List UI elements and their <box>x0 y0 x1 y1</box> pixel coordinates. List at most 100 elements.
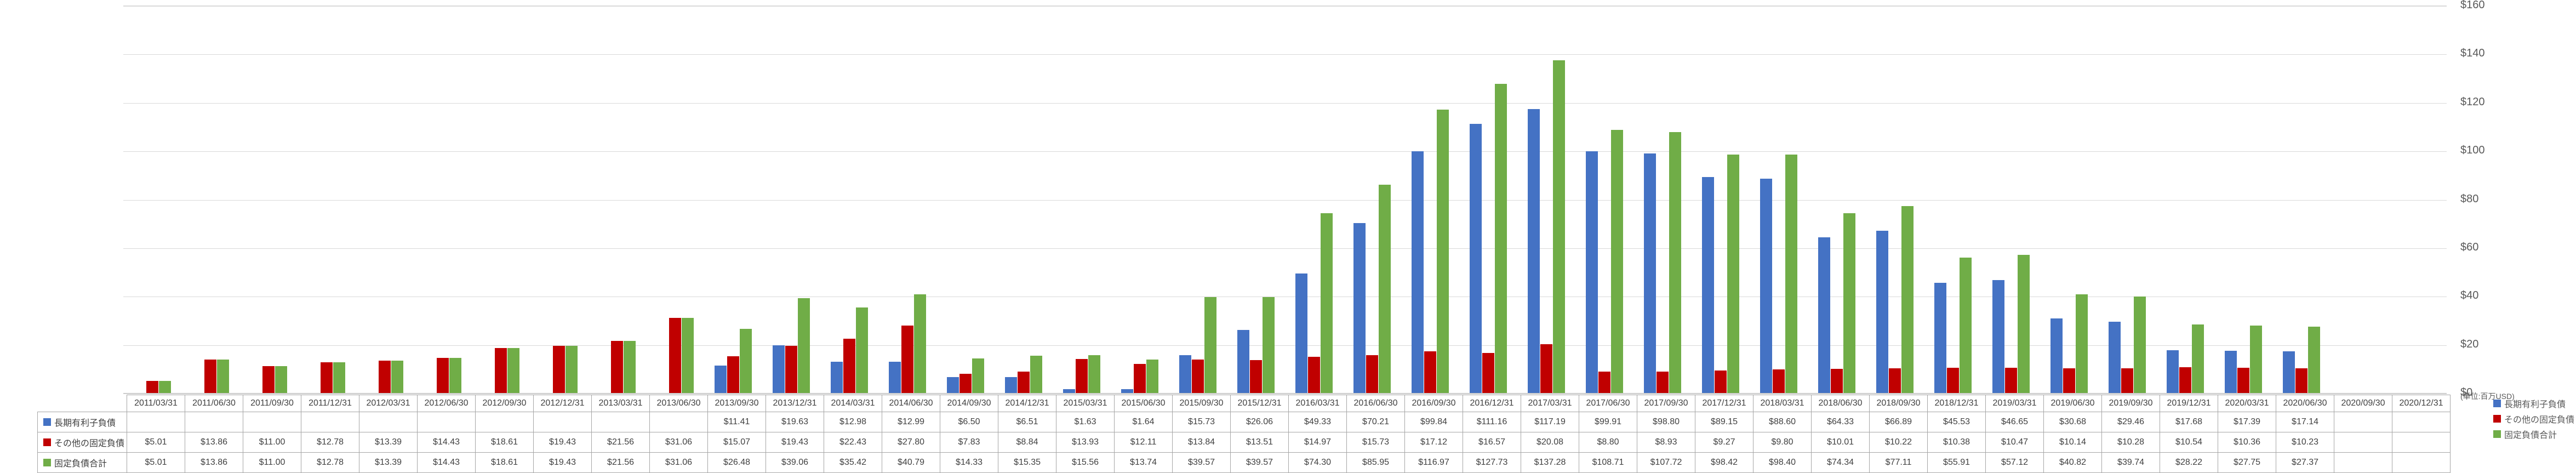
data-cell: $111.16 <box>1463 412 1521 432</box>
table-row: 長期有利子負債$11.41$19.63$12.98$12.99$6.50$6.5… <box>38 412 2451 432</box>
data-cell: $10.38 <box>1928 432 1986 453</box>
data-cell <box>476 412 534 432</box>
bar-s1 <box>1818 237 1830 393</box>
category-header: 2015/09/30 <box>1173 395 1231 412</box>
data-cell <box>2392 432 2451 453</box>
data-cell: $26.48 <box>708 453 766 473</box>
data-cell: $17.68 <box>2160 412 2218 432</box>
data-cell: $12.99 <box>882 412 940 432</box>
bar-s2 <box>553 346 565 393</box>
data-cell: $98.80 <box>1637 412 1695 432</box>
y-tick-label: $20 <box>2460 338 2493 351</box>
bar-s2 <box>1482 353 1494 393</box>
data-cell: $64.33 <box>1812 412 1870 432</box>
category-header: 2012/12/31 <box>534 395 592 412</box>
data-cell: $6.51 <box>998 412 1056 432</box>
data-cell: $39.57 <box>1173 453 1231 473</box>
data-cell: $1.64 <box>1115 412 1173 432</box>
data-cell <box>243 412 301 432</box>
data-cell: $19.43 <box>534 432 592 453</box>
bar-s3 <box>275 366 287 393</box>
legend-swatch <box>2493 400 2501 407</box>
bar-s2 <box>2237 368 2249 393</box>
category-header: 2019/09/30 <box>2102 395 2160 412</box>
bar-s2 <box>146 381 158 393</box>
bar-s1 <box>831 362 843 393</box>
data-cell: $89.15 <box>1695 412 1753 432</box>
bar-s3 <box>2192 324 2204 393</box>
bar-s2 <box>1657 372 1669 393</box>
data-cell <box>2334 432 2392 453</box>
category-header: 2018/06/30 <box>1812 395 1870 412</box>
category-header: 2014/09/30 <box>940 395 998 412</box>
data-cell <box>301 412 359 432</box>
data-cell: $14.33 <box>940 453 998 473</box>
data-cell: $66.89 <box>1870 412 1928 432</box>
data-cell: $117.19 <box>1521 412 1579 432</box>
data-cell: $15.07 <box>708 432 766 453</box>
data-cell: $27.75 <box>2218 453 2276 473</box>
data-cell <box>2392 453 2451 473</box>
category-header: 2019/06/30 <box>2044 395 2102 412</box>
bar-s3 <box>1843 213 1855 393</box>
data-cell: $74.30 <box>1289 453 1347 473</box>
data-cell: $12.78 <box>301 432 359 453</box>
category-header: 2019/12/31 <box>2160 395 2218 412</box>
category-header: 2019/03/31 <box>1986 395 2044 412</box>
category-header: 2017/12/31 <box>1695 395 1753 412</box>
data-cell: $6.50 <box>940 412 998 432</box>
data-cell: $26.06 <box>1231 412 1289 432</box>
data-cell: $98.40 <box>1753 453 1812 473</box>
data-cell: $9.80 <box>1753 432 1812 453</box>
data-cell: $40.79 <box>882 453 940 473</box>
data-cell: $14.43 <box>418 453 476 473</box>
bar-s3 <box>1146 360 1158 393</box>
bar-s3 <box>566 346 578 393</box>
data-cell: $19.43 <box>534 453 592 473</box>
legend-swatch <box>2493 430 2501 438</box>
bar-s3 <box>2076 294 2088 393</box>
data-cell: $99.91 <box>1579 412 1637 432</box>
grid-line <box>123 103 2447 104</box>
bar-s2 <box>1598 372 1610 393</box>
grid-line <box>123 345 2447 346</box>
data-cell: $8.84 <box>998 432 1056 453</box>
data-cell: $57.12 <box>1986 453 2044 473</box>
bar-s3 <box>1263 297 1275 393</box>
data-cell: $99.84 <box>1405 412 1463 432</box>
data-cell: $13.51 <box>1231 432 1289 453</box>
legend-text: 長期有利子負債 <box>2504 397 2566 410</box>
bar-s2 <box>1250 360 1262 393</box>
data-cell: $12.98 <box>824 412 882 432</box>
bar-s2 <box>437 358 449 393</box>
bar-s3 <box>1669 132 1681 393</box>
bar-s1 <box>2225 351 2237 393</box>
series-label-text: 長期有利子負債 <box>54 415 116 429</box>
data-cell: $39.06 <box>766 453 824 473</box>
data-cell: $88.60 <box>1753 412 1812 432</box>
grid-line <box>123 151 2447 152</box>
data-cell: $11.41 <box>708 412 766 432</box>
data-cell <box>359 412 418 432</box>
bar-s1 <box>1876 231 1888 393</box>
bar-s2 <box>901 326 913 393</box>
bar-s2 <box>204 360 216 393</box>
bar-s2 <box>1947 368 1959 393</box>
data-cell: $27.37 <box>2276 453 2334 473</box>
data-cell <box>185 412 243 432</box>
bar-s3 <box>798 298 810 393</box>
bar-s3 <box>1611 130 1623 393</box>
bar-s3 <box>2308 327 2320 393</box>
bar-s3 <box>1553 60 1565 393</box>
category-header: 2020/03/31 <box>2218 395 2276 412</box>
y-tick-label: $140 <box>2460 47 2493 60</box>
bar-s2 <box>611 341 623 393</box>
bar-s2 <box>959 374 972 393</box>
bar-s2 <box>2121 368 2133 393</box>
data-cell: $13.86 <box>185 453 243 473</box>
table-row: その他の固定負債$5.01$13.86$11.00$12.78$13.39$14… <box>38 432 2451 453</box>
data-cell: $15.56 <box>1056 453 1115 473</box>
data-cell: $108.71 <box>1579 453 1637 473</box>
data-cell: $39.74 <box>2102 453 2160 473</box>
data-cell: $13.84 <box>1173 432 1231 453</box>
